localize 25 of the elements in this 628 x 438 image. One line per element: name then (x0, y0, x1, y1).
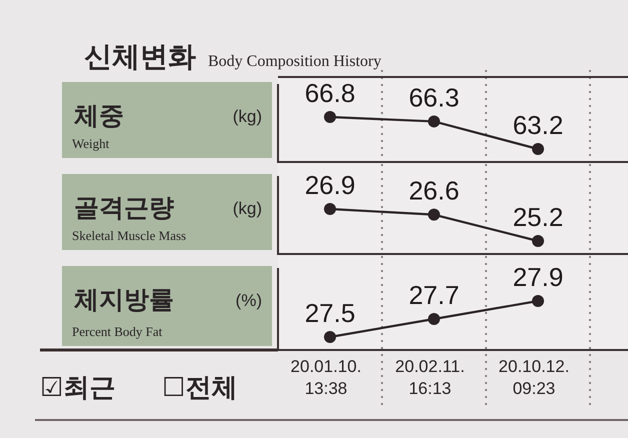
data-label: 27.7 (408, 280, 460, 310)
text: Percent Body Fat (72, 324, 163, 339)
text: Skeletal Muscle Mass (72, 228, 186, 243)
x-tick-label: 20.01.10. 13:38 (290, 357, 362, 398)
text: (kg) (232, 199, 262, 218)
data-label: 66.3 (408, 82, 460, 112)
data-label: 26.6 (408, 176, 460, 206)
text: (kg) (232, 107, 262, 126)
data-label: 27.9 (512, 262, 564, 292)
data-label: 63.2 (512, 110, 564, 140)
data-label: 27.5 (304, 298, 356, 328)
x-tick-label: 20.02.11. 16:13 (395, 357, 465, 398)
data-label: 26.9 (304, 170, 356, 200)
text: Weight (72, 136, 110, 151)
x-tick-label: 20.10.12. 09:23 (498, 357, 570, 398)
data-label: 66.8 (304, 78, 356, 108)
text: ☐전체 (162, 372, 238, 402)
text: (%) (236, 291, 262, 310)
y-axis-title: 체지방률 (74, 286, 174, 314)
chart-subtitle: Body Composition History (208, 53, 382, 70)
y-axis-title: 체중 (74, 102, 124, 130)
chart-title: 신체변화 (84, 41, 196, 72)
data-label: 25.2 (512, 202, 564, 232)
y-axis-title: 골격근량 (74, 194, 174, 222)
text: ☑최근 (40, 372, 116, 402)
